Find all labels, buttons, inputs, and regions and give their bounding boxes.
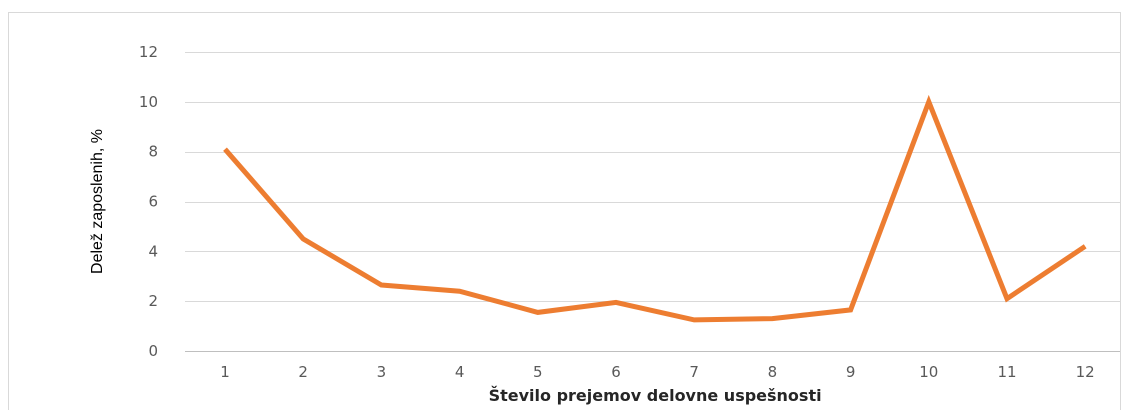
y-tick-label: 0 <box>148 342 158 360</box>
series-line <box>223 94 1087 323</box>
chart-frame <box>8 12 1121 410</box>
gridlines <box>185 52 1120 352</box>
x-tick-label: 9 <box>846 363 856 381</box>
x-axis-title: Število prejemov delovne uspešnosti <box>489 386 822 405</box>
x-tick-label: 8 <box>768 363 778 381</box>
x-tick-label: 11 <box>997 363 1016 381</box>
y-tick-label: 12 <box>139 43 158 61</box>
x-tick-label: 7 <box>689 363 699 381</box>
x-tick-labels: 1 2 3 4 5 6 7 8 9 10 11 12 <box>220 363 1095 381</box>
x-tick-label: 4 <box>455 363 465 381</box>
x-tick-label: 12 <box>1076 363 1095 381</box>
x-tick-label: 1 <box>220 363 230 381</box>
x-tick-label: 10 <box>919 363 938 381</box>
x-tick-label: 3 <box>377 363 387 381</box>
y-tick-label: 8 <box>148 143 158 161</box>
y-tick-label: 6 <box>148 193 158 211</box>
y-tick-labels: 0 2 4 6 8 10 12 <box>139 43 158 360</box>
y-tick-label: 10 <box>139 93 158 111</box>
x-tick-label: 2 <box>298 363 308 381</box>
x-tick-label: 6 <box>611 363 621 381</box>
y-axis-title: Delež zaposlenih, % <box>89 129 106 274</box>
x-tick-label: 5 <box>533 363 543 381</box>
y-tick-label: 4 <box>148 242 158 260</box>
series-layer <box>223 94 1087 323</box>
y-tick-label: 2 <box>148 292 158 310</box>
